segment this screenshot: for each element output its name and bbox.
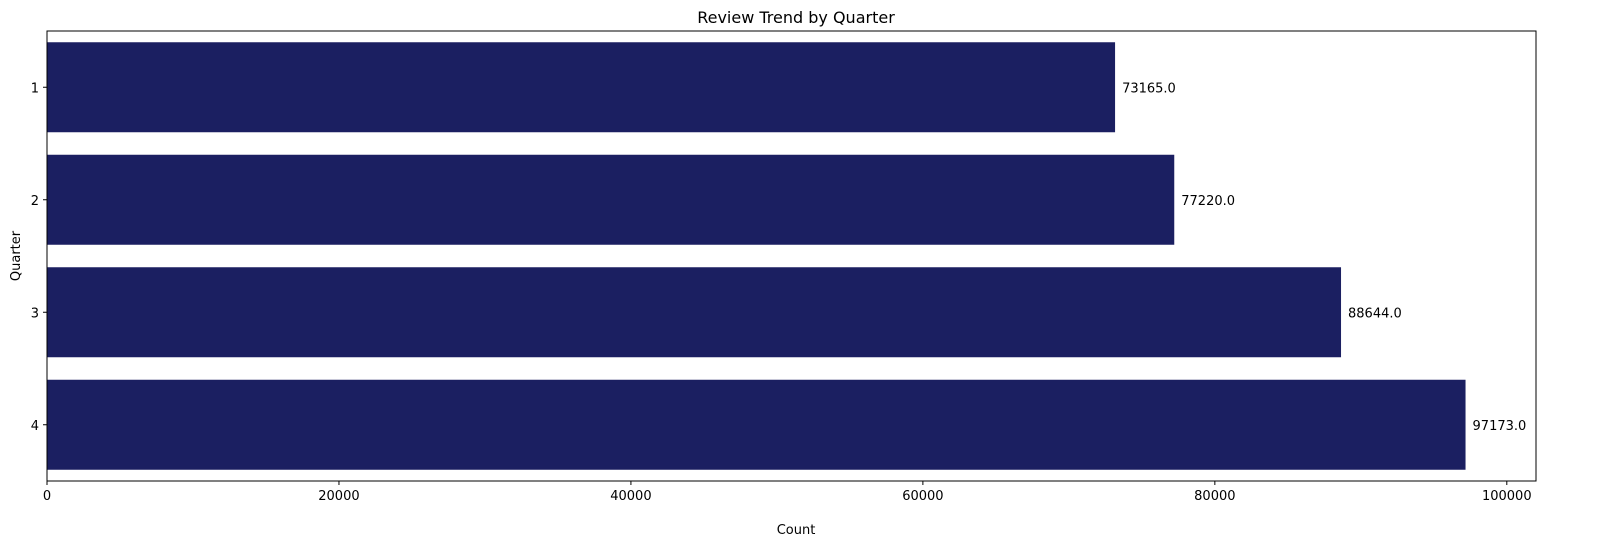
x-tick-label-100000: 100000 bbox=[1482, 489, 1532, 504]
y-tick-label-1: 1 bbox=[31, 81, 39, 96]
x-tick-label-20000: 20000 bbox=[318, 489, 359, 504]
bar-quarter-1 bbox=[47, 42, 1116, 133]
y-tick-label-4: 4 bbox=[31, 419, 39, 434]
x-tick-label-60000: 60000 bbox=[902, 489, 943, 504]
y-tick-label-2: 2 bbox=[31, 194, 39, 209]
plot-frame bbox=[46, 30, 1537, 482]
bar-quarter-3 bbox=[47, 267, 1342, 358]
x-axis-label: Count bbox=[777, 523, 816, 538]
bar-quarter-4 bbox=[47, 379, 1466, 470]
data-label-quarter-2: 77220.0 bbox=[1181, 194, 1235, 209]
bar-quarter-2 bbox=[47, 154, 1175, 245]
data-label-quarter-3: 88644.0 bbox=[1348, 306, 1402, 321]
x-tick-label-40000: 40000 bbox=[610, 489, 651, 504]
y-tick-label-3: 3 bbox=[31, 306, 39, 321]
y-axis-label: Quarter bbox=[9, 230, 24, 281]
data-label-quarter-4: 97173.0 bbox=[1473, 419, 1527, 434]
data-label-quarter-1: 73165.0 bbox=[1122, 81, 1176, 96]
chart-title: Review Trend by Quarter bbox=[697, 8, 895, 27]
x-tick-label-0: 0 bbox=[43, 489, 51, 504]
x-tick-label-80000: 80000 bbox=[1194, 489, 1235, 504]
